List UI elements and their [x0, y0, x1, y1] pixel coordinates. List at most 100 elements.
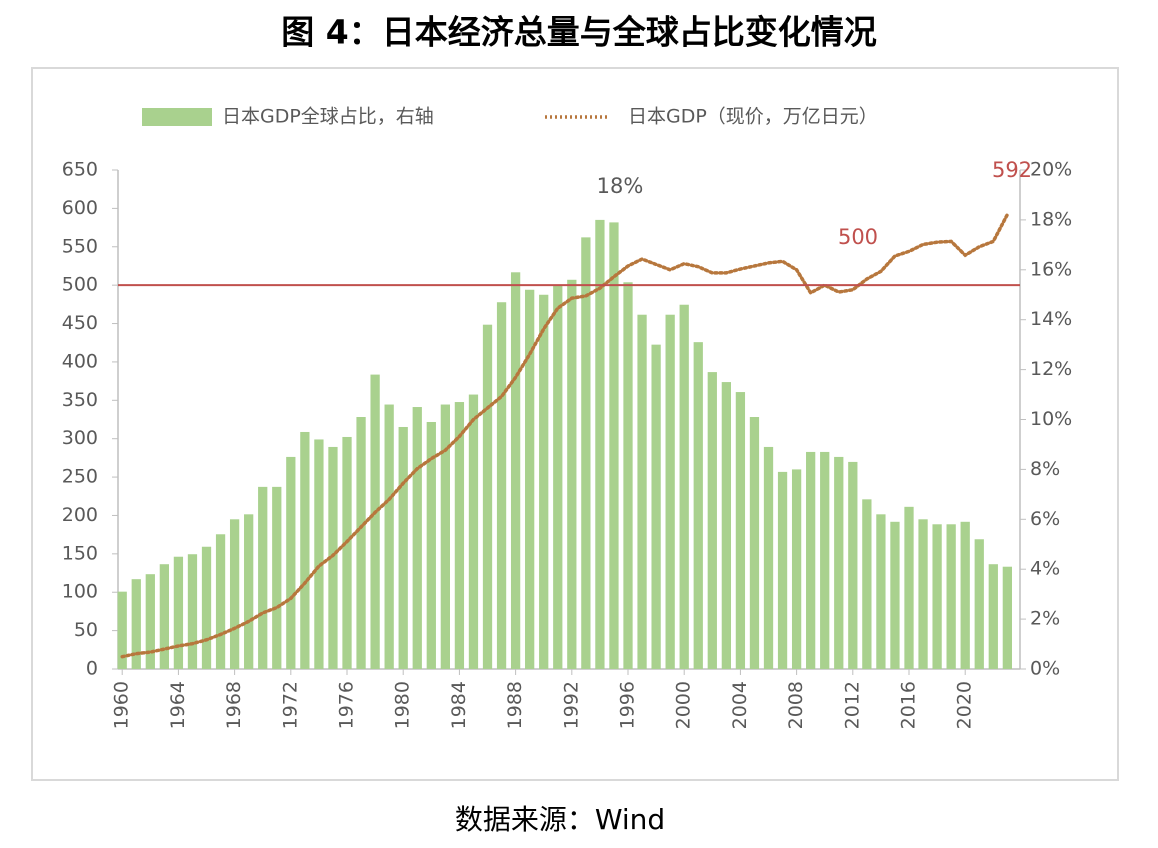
bar — [791, 469, 802, 669]
y-tick-label: 250 — [62, 466, 98, 488]
legend-label: 日本GDP全球占比，右轴 — [222, 106, 434, 128]
bar — [187, 554, 198, 669]
bar — [412, 407, 422, 669]
bar — [272, 486, 282, 669]
bar — [777, 471, 788, 669]
y2-tick-label: 12% — [1030, 358, 1072, 380]
bar — [510, 272, 521, 669]
bar — [314, 439, 324, 669]
y-tick-label: 100 — [62, 581, 98, 603]
bar — [974, 539, 984, 669]
y-tick-label: 300 — [62, 427, 98, 449]
bar — [384, 404, 394, 669]
bar — [595, 219, 605, 669]
x-tick-label: 1984 — [448, 681, 470, 729]
bar — [258, 486, 268, 669]
bar — [848, 461, 858, 669]
x-tick-label: 1976 — [336, 681, 358, 729]
bar — [173, 556, 184, 669]
bar — [1002, 566, 1012, 669]
bar — [904, 506, 914, 669]
bar — [735, 392, 746, 669]
x-tick-label: 1996 — [617, 681, 639, 729]
bar — [806, 451, 816, 669]
legend-swatch — [142, 108, 212, 126]
y2-tick-label: 10% — [1030, 408, 1072, 430]
bar — [679, 304, 689, 669]
bar — [300, 431, 310, 669]
bar — [215, 534, 226, 669]
bar — [918, 519, 928, 669]
y-tick-label: 600 — [62, 197, 98, 219]
y2-tick-label: 6% — [1030, 508, 1060, 530]
y-tick-label: 50 — [74, 619, 98, 641]
annotation: 18% — [597, 174, 644, 198]
x-tick-label: 1960 — [111, 681, 133, 729]
bar — [286, 456, 296, 669]
y-tick-label: 500 — [62, 274, 98, 296]
bar — [159, 564, 170, 669]
bar — [229, 519, 240, 669]
x-tick-label: 1988 — [504, 681, 526, 729]
bar — [665, 314, 675, 669]
bar — [342, 436, 352, 669]
x-tick-label: 2016 — [898, 681, 920, 729]
y-tick-label: 150 — [62, 542, 98, 564]
y2-tick-label: 14% — [1030, 308, 1072, 330]
bar — [862, 499, 872, 669]
bar — [328, 446, 338, 669]
x-tick-label: 1968 — [223, 681, 245, 729]
bar — [581, 237, 591, 670]
bar — [567, 279, 577, 669]
bar — [609, 222, 619, 669]
bar — [960, 521, 970, 669]
bar — [356, 417, 366, 669]
bar — [707, 372, 717, 669]
y2-tick-label: 4% — [1030, 558, 1060, 580]
x-tick-label: 2000 — [673, 681, 695, 729]
bar — [820, 451, 830, 669]
x-tick-label: 2004 — [729, 681, 751, 729]
bar — [553, 284, 563, 669]
bar — [525, 289, 535, 669]
y2-tick-label: 18% — [1030, 208, 1072, 230]
bar — [426, 421, 436, 669]
bar — [468, 394, 479, 669]
x-tick-label: 2012 — [841, 681, 863, 729]
bar — [482, 324, 493, 669]
y-tick-label: 450 — [62, 312, 98, 334]
bar — [440, 404, 450, 669]
bar — [876, 514, 886, 669]
bar — [890, 521, 900, 669]
bar — [623, 282, 633, 669]
chart-frame — [31, 67, 1119, 781]
bar — [749, 417, 760, 669]
bar — [117, 591, 127, 669]
x-tick-label: 2008 — [785, 681, 807, 729]
bar — [637, 314, 647, 669]
bar — [370, 374, 380, 669]
x-tick-label: 1972 — [279, 681, 301, 729]
chart-title: 图 4：日本经济总量与全球占比变化情况 — [281, 13, 876, 52]
y2-tick-label: 0% — [1030, 658, 1060, 680]
bar — [763, 446, 774, 669]
bar — [946, 524, 956, 669]
y-tick-label: 350 — [62, 389, 98, 411]
y-tick-label: 650 — [62, 159, 98, 181]
bar — [131, 579, 141, 669]
bar — [988, 564, 998, 669]
y2-tick-label: 16% — [1030, 258, 1072, 280]
bar — [693, 342, 703, 669]
bar — [651, 344, 661, 669]
bar — [834, 456, 844, 669]
bar — [398, 426, 408, 669]
x-tick-label: 2020 — [954, 681, 976, 729]
bar — [721, 382, 731, 669]
x-tick-label: 1980 — [392, 681, 414, 729]
x-tick-label: 1992 — [560, 681, 582, 729]
bar — [496, 302, 507, 669]
y2-tick-label: 20% — [1030, 159, 1072, 181]
line — [120, 212, 1010, 659]
